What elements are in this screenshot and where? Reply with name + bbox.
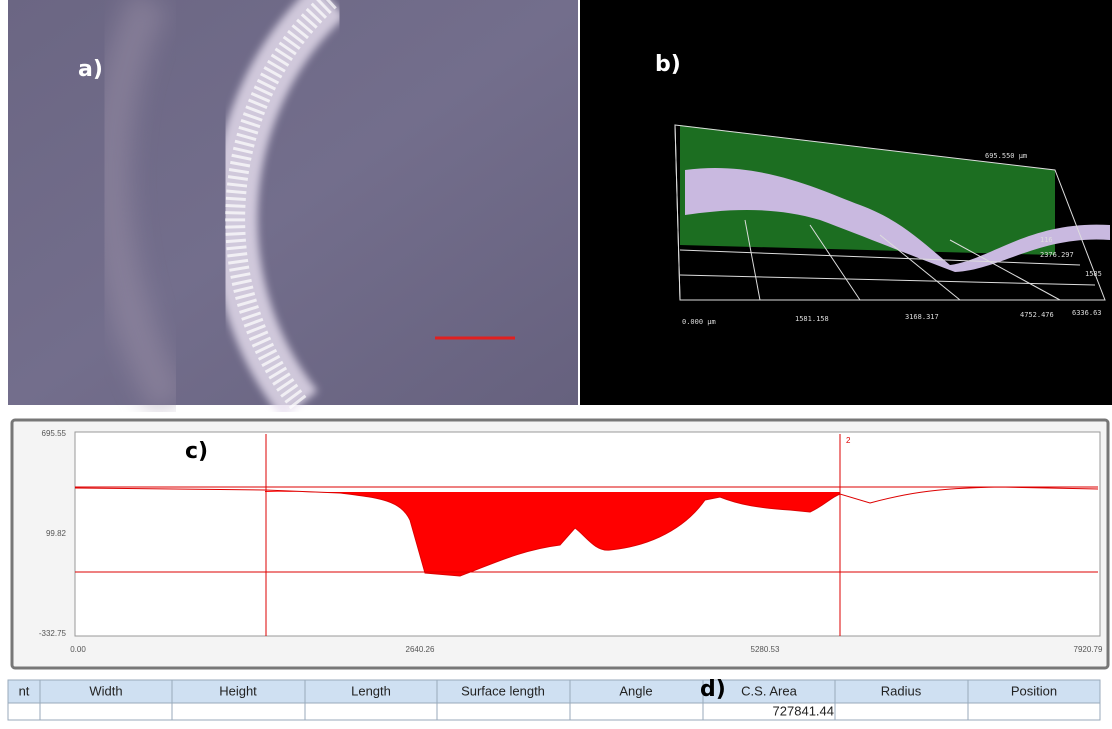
column-header: Surface length (461, 683, 545, 698)
cross-section-area (265, 491, 840, 576)
profile-line (74, 486, 1099, 577)
y-tick-label: -332.75 (39, 629, 67, 638)
panel-c: 2 695.55 99.82 -332.75 0.00 2640.26 5280… (8, 412, 1110, 676)
column-header: Angle (619, 683, 652, 698)
panel-label: d) (700, 677, 726, 702)
cell-value: 727841.44 (773, 703, 834, 718)
axis-label: 3168.317 (905, 313, 939, 321)
axis-label: 1585 (1085, 270, 1102, 278)
cursor-marker: 2 (846, 436, 851, 445)
axis-label: 1581.158 (795, 315, 829, 323)
panel-label: a) (78, 57, 103, 82)
panel-label: b) (655, 52, 681, 77)
axis-label: 695.550 µm (985, 152, 1027, 160)
panel-b: 0.000 µm 1581.158 3168.317 4752.476 6336… (580, 0, 1112, 405)
axis-label: 2376.297 (1040, 251, 1074, 259)
x-tick-label: 7920.79 (1074, 645, 1103, 654)
axis-label: 4752.476 (1020, 311, 1054, 319)
column-lines (39, 680, 969, 720)
column-header: Position (1011, 683, 1057, 698)
table-row (7, 702, 1101, 721)
y-tick-label: 99.82 (46, 529, 67, 538)
green-plane (680, 125, 1055, 255)
y-tick-label: 695.55 (42, 429, 67, 438)
panel-a: a) (8, 0, 578, 420)
column-header: nt (19, 683, 30, 698)
column-header: Height (219, 683, 257, 698)
axis-label: 6336.63 (1072, 309, 1102, 317)
column-header: Radius (881, 683, 922, 698)
x-tick-label: 0.00 (70, 645, 86, 654)
axis-label: 0.000 µm (682, 318, 716, 326)
x-tick-label: 5280.53 (751, 645, 780, 654)
column-header: Width (89, 683, 122, 698)
scratch-sparkle (225, 0, 337, 412)
panel-label: c) (185, 439, 208, 464)
faint-band (90, 0, 188, 415)
grid-3d (674, 124, 1106, 301)
column-header: C.S. Area (741, 683, 797, 698)
x-tick-label: 2640.26 (406, 645, 435, 654)
column-header: Length (351, 683, 391, 698)
axis-label: 116 (1040, 236, 1053, 244)
panel-d: nt Width Height Length Surface length An… (7, 677, 1101, 721)
surface (685, 168, 1110, 272)
